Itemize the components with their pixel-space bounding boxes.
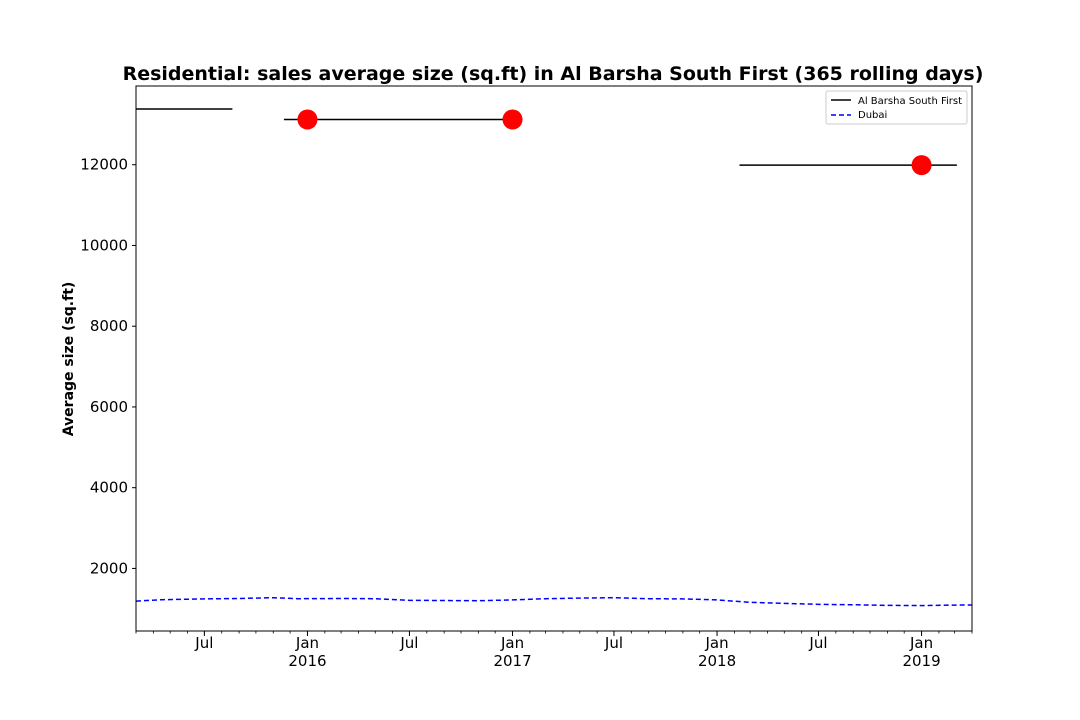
x-tick-label: Jul: [399, 634, 418, 652]
x-tick-label: Jul: [604, 634, 623, 652]
legend-box: [825, 90, 968, 125]
y-tick-label: 8000: [90, 317, 128, 335]
marker-layer: [297, 109, 932, 176]
x-tick-label: Jan: [704, 634, 728, 652]
x-tick-year-label: 2016: [288, 652, 326, 670]
x-tick-label: Jan: [500, 634, 524, 652]
chart-title: Residential: sales average size (sq.ft) …: [123, 63, 984, 85]
x-tick-year-label: 2017: [493, 652, 531, 670]
data-point-marker: [502, 109, 523, 130]
y-tick-label: 4000: [90, 479, 128, 497]
y-tick-label: 12000: [80, 156, 128, 174]
y-tick-label: 10000: [80, 236, 128, 254]
x-tick-year-label: 2018: [698, 652, 736, 670]
x-tick-label: Jul: [808, 634, 827, 652]
legend: Al Barsha South First Dubai: [825, 90, 968, 125]
y-tick-label: 2000: [90, 559, 128, 577]
data-point-marker: [911, 155, 932, 176]
plot-area-frame: [135, 85, 973, 632]
legend-label-dubai: Dubai: [858, 110, 887, 121]
x-tick-label: Jul: [194, 634, 213, 652]
series-line-dubai: [135, 596, 973, 607]
x-tick-label: Jan: [295, 634, 319, 652]
legend-label-al-barsha: Al Barsha South First: [858, 96, 962, 107]
series-layer: [135, 108, 973, 607]
data-point-marker: [297, 109, 318, 130]
y-axis-label: Average size (sq.ft): [61, 282, 77, 437]
x-tick-year-label: 2019: [902, 652, 940, 670]
y-tick-label: 6000: [90, 398, 128, 416]
x-tick-label: Jan: [909, 634, 933, 652]
